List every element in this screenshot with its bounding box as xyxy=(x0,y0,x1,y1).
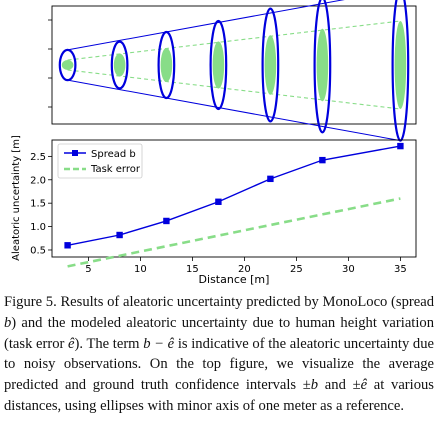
caption-math: b xyxy=(4,314,12,331)
spread-b-point xyxy=(397,142,404,150)
ground-truth-ellipse xyxy=(316,28,329,102)
caption-text: ). The term xyxy=(74,335,144,352)
ellipse-panel xyxy=(48,0,417,142)
caption-text: Figure 5. Results of aleatoric uncertain… xyxy=(4,294,434,310)
ellipse-panel-yticks xyxy=(48,19,52,108)
ellipse-panel-frame xyxy=(51,5,417,125)
y-tick-label: 2.0 xyxy=(30,175,46,186)
x-tick-label: 30 xyxy=(342,264,355,275)
ground-truth-ellipse xyxy=(113,53,126,77)
spread-b-point xyxy=(319,156,326,164)
confidence-ellipses xyxy=(58,0,410,142)
caption-math: ê xyxy=(68,335,75,352)
predicted-upper-bound xyxy=(67,0,345,51)
ground-truth-ellipse xyxy=(160,47,173,83)
confidence-bounds xyxy=(67,0,401,142)
x-tick-label: 25 xyxy=(290,264,303,275)
y-tick-label: 2.5 xyxy=(30,152,46,163)
spread-b-point xyxy=(267,175,274,183)
plot-frame xyxy=(51,139,417,258)
predicted-lower-bound xyxy=(67,79,401,142)
caption-math: b − ê xyxy=(143,335,175,352)
spread-b-point xyxy=(64,242,71,249)
figure-5: 5 10 15 20 25 30 35 0.5 1.0 1.5 2.0 2.5 Distance [m… xyxy=(11,0,417,286)
x-tick-label: 10 xyxy=(134,264,147,275)
ground-truth-ellipse xyxy=(394,21,407,109)
axis-ticks: 5 10 15 20 25 30 35 0.5 1.0 1.5 2.0 2.5 xyxy=(30,152,407,275)
figure-caption: Figure 5. Results of aleatoric uncertain… xyxy=(4,292,434,417)
x-tick-label: 35 xyxy=(394,264,407,275)
x-axis-label: Distance [m] xyxy=(199,273,270,286)
predicted-ellipse xyxy=(157,30,176,100)
legend-spread-label: Spread b xyxy=(91,149,136,160)
predicted-ellipse xyxy=(313,0,332,134)
legend-task-error-label: Task error xyxy=(90,164,141,175)
predicted-ellipse xyxy=(261,7,280,123)
caption-text: at various distances, using ellipses wit… xyxy=(4,377,434,414)
legend-spread-marker xyxy=(72,150,78,156)
spread-b-point xyxy=(163,217,170,225)
ground-truth-ellipse xyxy=(61,60,74,70)
predicted-ellipse xyxy=(209,19,228,111)
x-tick-label: 20 xyxy=(238,264,251,275)
caption-text: and ± xyxy=(318,377,361,394)
uncertainty-plot: 5 10 15 20 25 30 35 0.5 1.0 1.5 2.0 2.5 Distance [m… xyxy=(11,135,417,286)
caption-text: is indicative of the aleatoric uncertain… xyxy=(4,335,434,394)
spread-b-point xyxy=(215,198,222,205)
legend: Spread b Task error xyxy=(57,143,143,179)
ground-truth-ellipse xyxy=(264,35,277,95)
predicted-ellipse xyxy=(391,0,410,142)
predicted-ellipse xyxy=(110,40,129,90)
ground-truth-ellipse xyxy=(212,41,225,89)
task-error-line xyxy=(67,197,401,268)
caption-math: b xyxy=(310,377,319,394)
caption-text: ) and the modeled aleatoric uncertainty … xyxy=(4,314,434,352)
y-tick-label: 1.0 xyxy=(30,222,46,233)
x-tick-label: 15 xyxy=(186,264,199,275)
y-axis-label: Aleatoric uncertainty [m] xyxy=(11,135,22,261)
predicted-ellipse xyxy=(58,48,77,82)
spread-b-point xyxy=(116,231,123,239)
plot-series xyxy=(64,142,404,268)
y-tick-label: 1.5 xyxy=(30,199,46,210)
y-tick-label: 0.5 xyxy=(30,245,46,256)
x-tick-label: 5 xyxy=(85,264,91,275)
caption-math: ê xyxy=(360,377,368,394)
